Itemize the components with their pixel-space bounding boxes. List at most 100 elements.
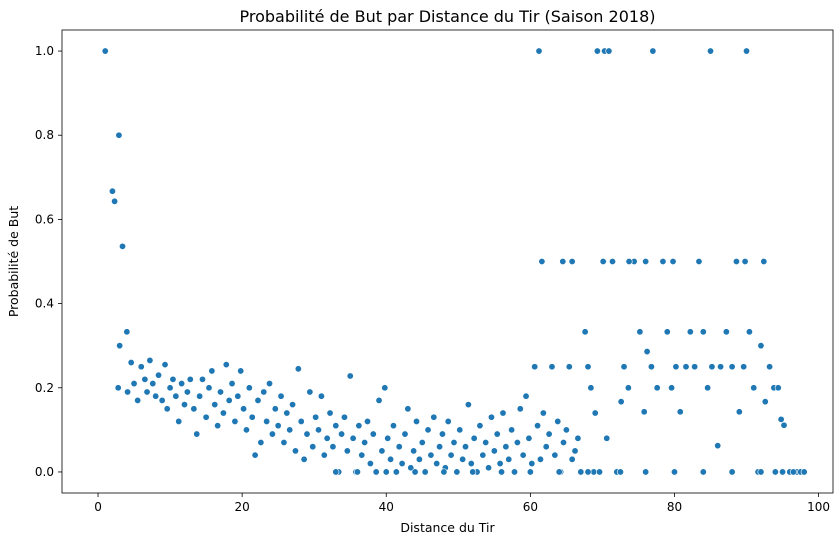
y-tick-label: 0.0 [35,465,54,479]
data-point [499,409,507,417]
data-point [536,455,544,463]
data-point [283,409,291,417]
data-point [152,392,160,400]
data-point [505,455,513,463]
data-point [355,422,363,430]
data-point [659,257,667,265]
data-point [353,468,361,476]
data-point [625,257,633,265]
data-point [528,460,536,468]
data-point [447,451,455,459]
data-point [369,430,377,438]
data-point [487,413,495,421]
data-point [695,257,703,265]
data-point [427,451,435,459]
data-point [155,371,163,379]
data-point [668,384,676,392]
data-point [522,392,530,400]
data-point [545,430,553,438]
data-point [186,375,194,383]
data-point [620,363,628,371]
data-point [577,468,585,476]
data-point [464,401,472,409]
data-point [450,438,458,446]
data-point [101,47,109,55]
data-point [717,363,725,371]
data-point [257,438,265,446]
data-point [411,468,419,476]
data-point [130,380,138,388]
data-point [214,422,222,430]
data-point [596,468,604,476]
data-point [211,401,219,409]
data-point [559,257,567,265]
data-point [740,363,748,371]
data-point [581,328,589,336]
data-point [378,447,386,455]
plot-area [61,29,834,494]
data-point [169,375,177,383]
data-point [551,451,559,459]
data-point [691,363,699,371]
data-point [593,47,601,55]
data-point [306,388,314,396]
data-point [401,430,409,438]
data-point [649,47,657,55]
data-point [642,257,650,265]
data-point [297,417,305,425]
data-point [323,434,331,442]
data-point [124,388,132,396]
y-axis-label: Probabilité de But [6,206,21,317]
data-point [498,468,506,476]
data-point [469,468,477,476]
data-point [496,460,504,468]
data-point [317,392,325,400]
data-point [562,426,570,434]
data-point [217,388,225,396]
data-point [708,363,716,371]
data-point [372,468,380,476]
data-point [493,430,501,438]
data-point [237,367,245,375]
data-point [779,468,787,476]
data-point [485,464,493,472]
data-point [260,388,268,396]
data-point [163,405,171,413]
data-point [398,460,406,468]
data-point [800,468,808,476]
data-point [274,422,282,430]
data-point [519,451,527,459]
data-point [234,392,242,400]
data-point [175,417,183,425]
data-point [415,455,423,463]
data-point [266,380,274,388]
data-point [111,197,119,205]
data-point [482,438,490,446]
data-point [277,392,285,400]
data-point [699,468,707,476]
data-point [303,430,311,438]
y-tick-label: 0.4 [35,297,54,311]
data-point [789,468,797,476]
data-point [647,363,655,371]
data-point [143,388,151,396]
data-point [560,438,568,446]
data-point [382,468,390,476]
data-point [526,468,534,476]
data-point [761,398,769,406]
data-point [653,384,661,392]
data-point [294,365,302,373]
data-point [366,460,374,468]
data-point [271,405,279,413]
data-point [225,396,233,404]
data-point [228,380,236,388]
data-point [640,408,648,416]
data-point [766,363,774,371]
data-point [502,443,510,451]
x-tick-label: 100 [807,500,830,514]
data-point [438,430,446,438]
data-point [565,363,573,371]
data-point [508,426,516,434]
data-point [251,451,259,459]
